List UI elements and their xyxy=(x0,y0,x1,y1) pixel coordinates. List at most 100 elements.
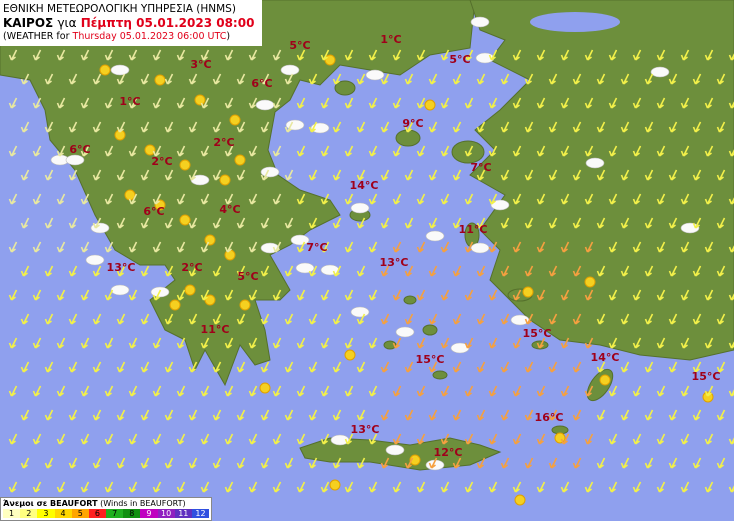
wind-arrow xyxy=(140,409,150,421)
wind-arrow xyxy=(452,409,462,421)
wind-arrow xyxy=(596,169,606,181)
wind-arrow xyxy=(188,217,198,229)
wind-arrow xyxy=(608,289,618,301)
wind-arrow xyxy=(644,313,654,325)
wind-arrow xyxy=(680,193,690,205)
wind-arrow xyxy=(356,361,366,373)
wind-arrow xyxy=(8,49,18,61)
wind-arrow xyxy=(524,361,534,373)
wind-arrow xyxy=(80,241,90,253)
wind-arrow xyxy=(716,265,726,277)
wind-arrow xyxy=(620,409,630,421)
wind-arrow xyxy=(452,265,462,277)
wind-arrow xyxy=(116,265,126,277)
wind-arrow xyxy=(452,313,462,325)
wind-arrow xyxy=(116,457,126,469)
wind-arrow xyxy=(344,385,354,397)
wind-arrow xyxy=(512,193,522,205)
wind-arrow xyxy=(320,385,330,397)
wind-arrow xyxy=(476,169,486,181)
wind-arrow xyxy=(284,457,294,469)
header: ΕΘΝΙΚΗ ΜΕΤΕΩΡΟΛΟΓΙΚΗ ΥΠΗΡΕΣΙΑ (HNMS) ΚΑΙ… xyxy=(0,0,262,46)
wind-arrow xyxy=(188,169,198,181)
wind-arrow xyxy=(56,337,66,349)
wind-arrow xyxy=(416,385,426,397)
wind-arrow xyxy=(344,193,354,205)
sun xyxy=(554,432,566,444)
wind-arrow xyxy=(188,265,198,277)
wind-arrow xyxy=(608,193,618,205)
temperature-label: 15°C xyxy=(416,353,445,366)
wind-arrow xyxy=(656,337,666,349)
wind-arrow xyxy=(560,97,570,109)
wind-arrow xyxy=(308,169,318,181)
sun xyxy=(409,454,421,466)
wind-arrow xyxy=(572,313,582,325)
wind-arrow xyxy=(152,481,162,493)
wind-arrow xyxy=(260,73,270,85)
wind-arrow xyxy=(284,121,294,133)
wind-arrow xyxy=(236,121,246,133)
wind-arrow xyxy=(608,241,618,253)
wind-arrow xyxy=(428,361,438,373)
wind-arrow xyxy=(320,481,330,493)
wind-arrow xyxy=(224,145,234,157)
wind-arrow xyxy=(560,433,570,445)
wind-arrow xyxy=(296,241,306,253)
wind-arrow xyxy=(56,385,66,397)
temperature-label: 11°C xyxy=(201,323,230,336)
wind-arrow xyxy=(8,433,18,445)
wind-arrow xyxy=(464,337,474,349)
wind-arrow xyxy=(164,217,174,229)
wind-arrow xyxy=(680,385,690,397)
wind-arrow xyxy=(512,97,522,109)
temperature-label: 13°C xyxy=(380,256,409,269)
wind-arrow xyxy=(20,409,30,421)
wind-arrow xyxy=(8,337,18,349)
wind-arrow xyxy=(404,73,414,85)
wind-arrow xyxy=(596,73,606,85)
wind-arrow xyxy=(692,409,702,421)
wind-arrow xyxy=(476,121,486,133)
wind-arrow xyxy=(476,457,486,469)
cloud xyxy=(650,66,670,78)
wind-arrow xyxy=(128,241,138,253)
wind-arrow xyxy=(284,265,294,277)
wind-arrow xyxy=(140,265,150,277)
wind-arrow xyxy=(548,361,558,373)
wind-arrow xyxy=(128,145,138,157)
wind-arrow xyxy=(380,409,390,421)
wind-arrow xyxy=(560,385,570,397)
wind-arrow xyxy=(560,241,570,253)
wind-arrow xyxy=(644,121,654,133)
wind-arrow xyxy=(128,97,138,109)
wind-arrow xyxy=(152,241,162,253)
wind-arrow xyxy=(20,169,30,181)
wind-arrow xyxy=(92,361,102,373)
wind-arrow xyxy=(416,97,426,109)
beaufort-level: 4 xyxy=(54,509,72,518)
subtitle-close: ) xyxy=(226,31,231,42)
wind-arrow xyxy=(20,121,30,133)
wind-arrow xyxy=(608,97,618,109)
wind-arrow xyxy=(20,265,30,277)
wind-arrow xyxy=(524,217,534,229)
wind-arrow xyxy=(368,193,378,205)
wind-arrow xyxy=(536,193,546,205)
wind-arrow xyxy=(680,337,690,349)
wind-arrow xyxy=(200,49,210,61)
wind-arrow xyxy=(344,97,354,109)
wind-arrow xyxy=(560,337,570,349)
wind-arrow xyxy=(68,409,78,421)
sun xyxy=(522,286,534,298)
wind-arrow xyxy=(44,313,54,325)
wind-arrow xyxy=(56,145,66,157)
wind-arrow xyxy=(392,385,402,397)
wind-arrow xyxy=(332,457,342,469)
wind-arrow xyxy=(176,433,186,445)
wind-arrow xyxy=(704,433,714,445)
wind-arrow xyxy=(152,193,162,205)
wind-arrow xyxy=(548,169,558,181)
wind-arrow xyxy=(380,265,390,277)
